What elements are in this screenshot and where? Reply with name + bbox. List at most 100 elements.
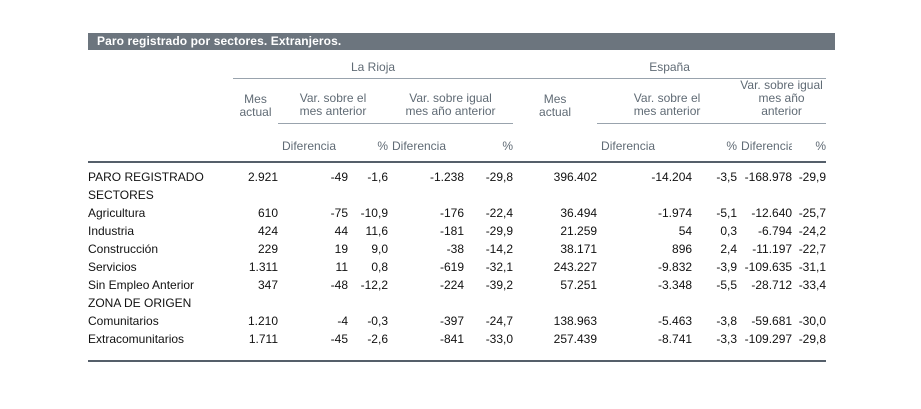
rioja-var-mes-anterior-header: Var. sobre el mes anterior (278, 78, 388, 124)
corner-cell (88, 79, 233, 124)
cell: -5,5 (716, 278, 738, 292)
row-label: Extracomunitarios (88, 332, 185, 346)
cell: -841 (439, 332, 464, 346)
cell: -25,7 (798, 206, 827, 220)
cell (233, 294, 278, 312)
sub-header-row: Diferencia % Diferencia % Diferencia % D… (88, 123, 827, 163)
bottom-rule-row (88, 348, 827, 362)
cell: -397 (439, 314, 464, 328)
cell (513, 294, 597, 312)
cell: 54 (678, 224, 693, 238)
cell: -619 (439, 260, 464, 274)
cell: 11 (335, 260, 348, 274)
cell: -14.204 (651, 170, 693, 184)
cell: 138.963 (553, 314, 598, 328)
cell: 0,8 (371, 260, 388, 274)
region-header-la-rioja: La Rioja (233, 52, 514, 79)
espana-pct-1-header: % (692, 123, 738, 163)
cell: -5.463 (658, 314, 693, 328)
cell: 9,0 (371, 242, 388, 256)
cell: 2,4 (720, 242, 738, 256)
cell: 1.311 (248, 260, 278, 274)
table-row: Agricultura 610 -75 -10,9 -176 -22,4 36.494 -1.… (88, 204, 826, 222)
cell: -22,7 (798, 242, 827, 256)
cell: -5,1 (716, 206, 738, 220)
cell: -4 (337, 314, 348, 328)
cell: -3,3 (716, 332, 738, 346)
cell: -33,4 (798, 278, 827, 292)
table-title-bar: Paro registrado por sectores. Extranjero… (88, 33, 835, 50)
cell: 243.227 (553, 260, 598, 274)
cell (278, 186, 348, 204)
row-label: Comunitarios (88, 314, 159, 328)
cell: 44 (334, 224, 348, 238)
cell: -49 (330, 170, 348, 184)
region-header-row: La Rioja España (88, 52, 827, 79)
row-label: Sin Empleo Anterior (88, 278, 195, 292)
espana-mes-actual-header: Mes actual (539, 91, 572, 119)
unemployment-table-container: La Rioja España Mes actual Var. sobre el… (88, 52, 827, 362)
cell (792, 186, 826, 204)
cell: 896 (672, 242, 693, 256)
row-label: ZONA DE ORIGEN (88, 296, 192, 310)
spacer-cell (233, 123, 278, 163)
cell: -168.978 (744, 170, 793, 184)
cell: -3,9 (716, 260, 738, 274)
cell: -24,2 (798, 224, 827, 238)
cell (388, 186, 464, 204)
cell: -2,6 (367, 332, 388, 346)
cell: -29,8 (485, 170, 514, 184)
cell: 1.711 (248, 332, 278, 346)
cell: 424 (257, 224, 278, 238)
cell: -10,9 (360, 206, 388, 220)
cell: -1,6 (367, 170, 388, 184)
cell: -3.348 (658, 278, 693, 292)
cell: -48 (330, 278, 348, 292)
rioja-pct-2-header: % (464, 123, 514, 163)
cell: -12,2 (360, 278, 388, 292)
cell: -39,2 (485, 278, 514, 292)
row-label: Agricultura (88, 206, 146, 220)
region-header-espana: España (513, 52, 827, 79)
cell (348, 186, 388, 204)
cell: -9.832 (658, 260, 693, 274)
cell: -38 (446, 242, 464, 256)
cell: -31,1 (798, 260, 827, 274)
cell: -22,4 (485, 206, 514, 220)
cell: 1.210 (247, 314, 278, 328)
espana-var-igual-mes-header: Var. sobre igual mes año anterior (737, 78, 827, 124)
row-label: Construcción (88, 242, 159, 256)
cell: -29,9 (485, 224, 514, 238)
cell (464, 186, 513, 204)
cell (597, 294, 692, 312)
corner-cell (88, 52, 233, 79)
cell (737, 186, 792, 204)
row-label: SECTORES (88, 188, 154, 202)
cell: 57.251 (560, 278, 598, 292)
cell: -45 (330, 332, 348, 346)
rioja-diferencia-1-header: Diferencia (278, 123, 348, 163)
cell: 38.171 (560, 242, 598, 256)
espana-diferencia-1-header: Diferencia (597, 123, 693, 163)
cell: 610 (257, 206, 278, 220)
cell (737, 294, 792, 312)
rioja-diferencia-2-header: Diferencia (388, 123, 464, 163)
corner-cell (88, 123, 233, 163)
row-label: Servicios (88, 260, 137, 274)
cell (388, 294, 464, 312)
cell: 21.259 (560, 224, 598, 238)
cell (597, 186, 692, 204)
unemployment-table: La Rioja España Mes actual Var. sobre el… (88, 52, 827, 362)
cell: -3,8 (716, 314, 738, 328)
cell (513, 186, 597, 204)
table-header: La Rioja España Mes actual Var. sobre el… (88, 52, 827, 163)
row-label: PARO REGISTRADO (88, 170, 204, 184)
rioja-pct-1-header: % (348, 123, 388, 163)
table-row: Comunitarios 1.210 -4 -0,3 -397 -24,7 138.963 -… (88, 312, 826, 330)
cell: -3,5 (716, 170, 738, 184)
cell (792, 294, 826, 312)
cell: -181 (439, 224, 464, 238)
cell: -176 (439, 206, 464, 220)
cell: -109.297 (744, 332, 793, 346)
